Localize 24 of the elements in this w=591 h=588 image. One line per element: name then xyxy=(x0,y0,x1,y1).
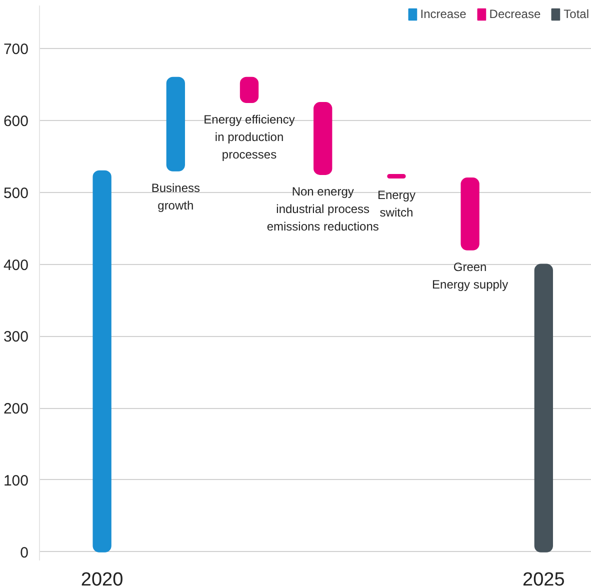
y-tick-label: 0 xyxy=(20,544,28,562)
x-tick-label: Energy efficiency in production processes xyxy=(204,112,295,162)
x-tick-label: Non energy industrial process emissions reductions xyxy=(266,184,379,234)
y-tick-label: 600 xyxy=(3,113,29,130)
x-tick-label: Green Energy supply xyxy=(432,260,508,292)
bar xyxy=(92,170,112,552)
legend-label: Increase xyxy=(420,7,466,21)
y-tick-label: 700 xyxy=(3,41,29,58)
x-tick-label: 2025 xyxy=(522,570,565,588)
y-tick-label: 300 xyxy=(3,328,29,346)
legend-label: Decrease xyxy=(489,7,541,21)
bar xyxy=(166,76,185,172)
bar xyxy=(534,264,553,552)
bar xyxy=(314,102,332,175)
y-tick-label: 100 xyxy=(3,472,29,490)
x-tick-label: Business growth xyxy=(151,180,200,212)
y-tick-label: 200 xyxy=(3,400,29,418)
bar xyxy=(460,178,480,250)
bar xyxy=(387,174,406,179)
y-tick-label: 400 xyxy=(3,256,29,274)
legend-label: Total xyxy=(564,7,589,21)
y-tick-label: 500 xyxy=(3,184,29,202)
x-tick-label: Energy switch xyxy=(377,188,416,220)
x-tick-label: 2020 xyxy=(80,570,124,588)
